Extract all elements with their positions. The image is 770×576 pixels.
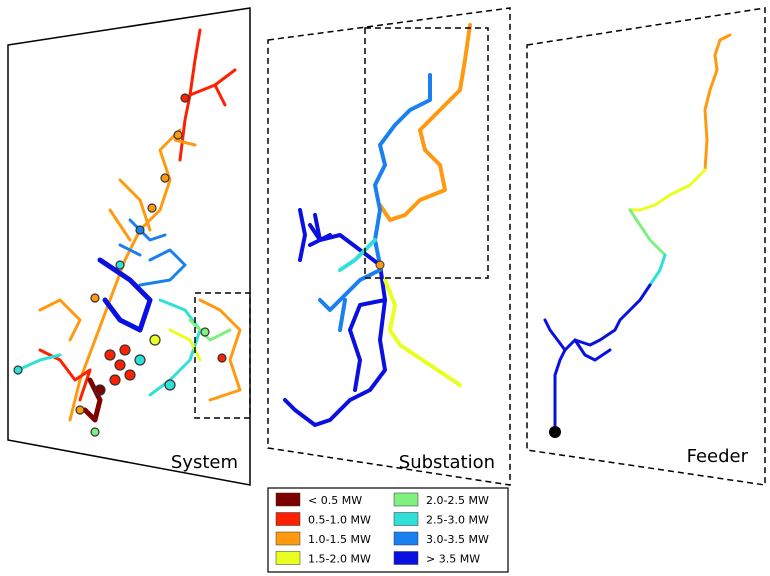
figure: System Substation Feeder < 0.5 MW 0.5-1.0… bbox=[0, 0, 770, 576]
panel-label: System bbox=[171, 452, 238, 473]
substation-node bbox=[376, 261, 384, 269]
legend-label: 3.0-3.5 MW bbox=[426, 533, 489, 546]
legend-label: 1.5-2.0 MW bbox=[308, 553, 371, 566]
legend-label: 1.0-1.5 MW bbox=[308, 533, 371, 546]
feeder-panel bbox=[527, 8, 765, 485]
legend-swatch bbox=[394, 513, 418, 526]
feeder-head bbox=[549, 426, 561, 438]
legend-label: 2.0-2.5 MW bbox=[426, 494, 489, 507]
legend-swatch bbox=[276, 493, 300, 506]
legend-swatch bbox=[276, 513, 300, 526]
legend-swatch bbox=[276, 532, 300, 545]
panel-label: Feeder bbox=[687, 446, 749, 467]
legend-label: < 0.5 MW bbox=[308, 494, 362, 507]
legend-label: 0.5-1.0 MW bbox=[308, 514, 371, 527]
legend-swatch bbox=[394, 552, 418, 565]
legend-swatch bbox=[394, 532, 418, 545]
legend-label: 2.5-3.0 MW bbox=[426, 514, 489, 527]
legend-swatch bbox=[276, 552, 300, 565]
system-panel bbox=[8, 8, 250, 485]
legend-label: > 3.5 MW bbox=[426, 553, 480, 566]
legend: < 0.5 MW 0.5-1.0 MW 1.0-1.5 MW 1.5-2.0 MW 2.… bbox=[268, 488, 508, 572]
diagram: System Substation Feeder < 0.5 MW 0.5-1.0… bbox=[0, 0, 770, 576]
legend-swatch bbox=[394, 493, 418, 506]
panel-label: Substation bbox=[399, 452, 495, 473]
